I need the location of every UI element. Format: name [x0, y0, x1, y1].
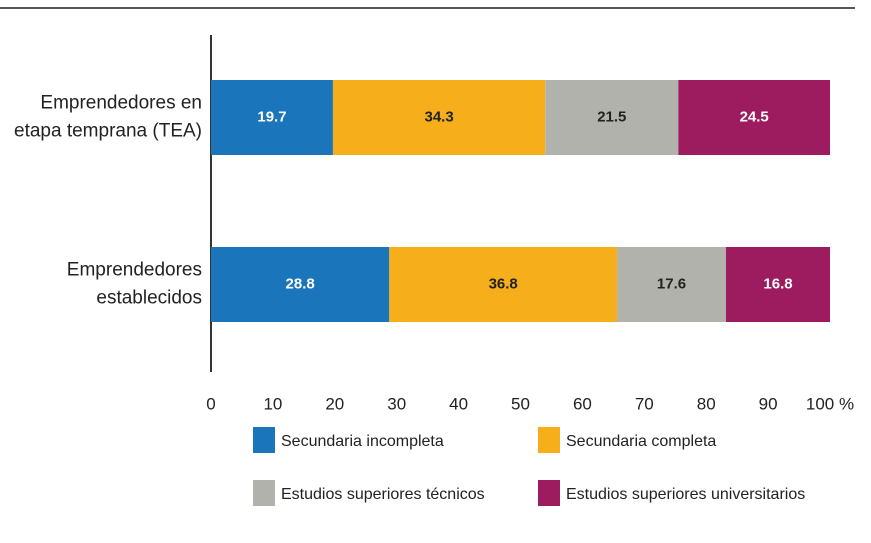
value-label: 34.3 — [424, 108, 453, 125]
value-label: 36.8 — [489, 275, 518, 292]
bar-segment — [211, 247, 390, 322]
x-tick-label: 0 — [206, 394, 215, 413]
bar-segment — [332, 80, 546, 155]
legend-swatch — [253, 427, 275, 453]
category-label: etapa temprana (TEA) — [14, 121, 202, 142]
x-tick-label: 90 — [759, 394, 778, 413]
x-tick-label: 40 — [449, 394, 468, 413]
legend-swatch — [253, 480, 275, 506]
value-label: 21.5 — [597, 108, 626, 125]
category-label: Emprendedores en — [40, 93, 202, 114]
value-label: 16.8 — [763, 275, 792, 292]
value-label: 24.5 — [740, 108, 769, 125]
legend-label: Secundaria incompleta — [281, 433, 444, 450]
x-tick-label: 80 — [697, 394, 716, 413]
legend-swatch — [538, 427, 560, 453]
bar-segment — [678, 80, 830, 155]
bar-segment — [545, 80, 679, 155]
value-label: 17.6 — [657, 275, 686, 292]
legend-label: Estudios superiores técnicos — [281, 486, 485, 503]
x-tick-label: 50 — [511, 394, 530, 413]
value-label: 28.8 — [286, 275, 315, 292]
bar-segment — [617, 247, 727, 322]
bar-segment — [726, 247, 830, 322]
x-tick-label: 100 % — [806, 394, 854, 413]
legend-label: Secundaria completa — [566, 433, 716, 450]
value-label: 19.7 — [257, 108, 286, 125]
x-tick-label: 60 — [573, 394, 592, 413]
bar-segment — [211, 80, 333, 155]
legend-label: Estudios superiores universitarios — [566, 486, 805, 503]
category-label: Emprendedores — [67, 260, 202, 281]
x-tick-label: 20 — [325, 394, 344, 413]
x-tick-label: 30 — [387, 394, 406, 413]
legend-swatch — [538, 480, 560, 506]
category-label: establecidos — [96, 288, 202, 309]
bar-segment — [389, 247, 618, 322]
x-tick-label: 10 — [263, 394, 282, 413]
x-tick-label: 70 — [635, 394, 654, 413]
